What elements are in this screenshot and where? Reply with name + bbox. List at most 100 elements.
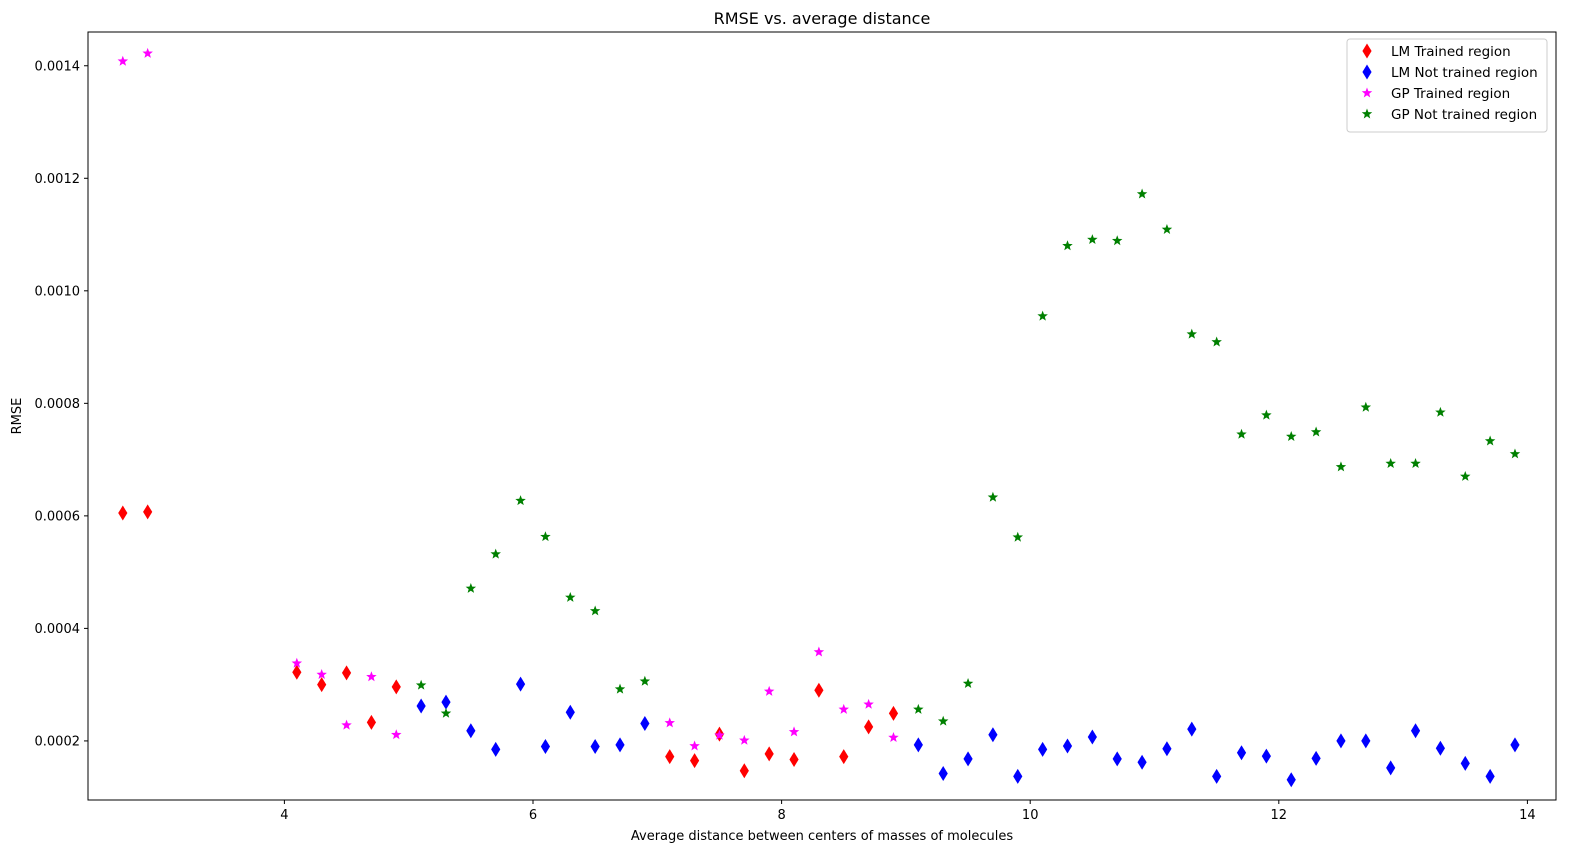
data-point xyxy=(1335,461,1347,472)
data-point xyxy=(913,737,923,753)
data-point xyxy=(962,678,974,688)
data-point xyxy=(1261,409,1272,420)
data-point xyxy=(1484,435,1496,446)
data-point xyxy=(888,705,899,721)
series-3 xyxy=(117,47,899,751)
chart-title: RMSE vs. average distance xyxy=(714,9,931,28)
data-point xyxy=(1460,470,1471,481)
data-point xyxy=(416,698,426,714)
series-4 xyxy=(415,188,1521,726)
data-point xyxy=(1236,745,1247,761)
data-point xyxy=(1261,748,1271,764)
legend-marker xyxy=(1361,108,1373,119)
data-point xyxy=(1435,740,1445,756)
legend-item: LM Not trained region xyxy=(1362,64,1538,81)
data-point xyxy=(714,729,725,740)
data-point xyxy=(1385,458,1396,468)
data-point xyxy=(540,531,551,542)
data-point xyxy=(1186,328,1198,339)
data-point xyxy=(839,749,849,765)
data-point xyxy=(1360,401,1372,412)
data-point xyxy=(764,746,774,762)
data-point xyxy=(491,741,501,757)
data-point xyxy=(1509,448,1521,459)
data-point xyxy=(589,605,601,616)
data-point xyxy=(1161,223,1173,234)
data-point xyxy=(739,734,750,745)
legend-marker xyxy=(1362,43,1372,59)
x-tick-label: 8 xyxy=(777,808,785,823)
data-point xyxy=(1062,738,1073,754)
legend-item: GP Not trained region xyxy=(1361,107,1537,123)
data-point xyxy=(1286,431,1297,441)
data-point xyxy=(1485,768,1495,784)
data-point xyxy=(1510,737,1520,753)
data-point xyxy=(565,591,576,602)
data-point xyxy=(1211,336,1222,347)
x-tick-label: 14 xyxy=(1519,808,1536,823)
legend-label: GP Trained region xyxy=(1391,86,1510,102)
data-point xyxy=(590,739,600,755)
data-point xyxy=(913,703,924,714)
data-point xyxy=(317,677,327,693)
data-point xyxy=(1410,458,1421,468)
data-point xyxy=(1087,729,1097,745)
data-point xyxy=(1187,721,1197,737)
marks-layer xyxy=(117,47,1521,788)
y-tick-label: 0.0004 xyxy=(35,622,81,637)
data-point xyxy=(1137,754,1147,770)
legend-label: GP Not trained region xyxy=(1391,107,1537,123)
data-point xyxy=(614,683,626,694)
legend-marker xyxy=(1361,87,1373,98)
data-point xyxy=(441,694,451,710)
data-point xyxy=(291,657,303,668)
data-point xyxy=(987,491,999,502)
y-tick-label: 0.0014 xyxy=(35,59,81,74)
data-point xyxy=(1212,768,1222,784)
data-point xyxy=(664,717,675,728)
data-point xyxy=(937,715,949,726)
data-point xyxy=(665,749,675,765)
x-tick-label: 10 xyxy=(1022,808,1039,823)
data-point xyxy=(540,739,551,755)
data-point xyxy=(615,737,625,753)
data-point xyxy=(1136,188,1148,199)
x-axis-title: Average distance between centers of mass… xyxy=(631,829,1013,844)
data-point xyxy=(1361,733,1371,749)
data-point xyxy=(1038,741,1048,757)
data-point xyxy=(763,685,775,696)
legend-label: LM Not trained region xyxy=(1391,65,1538,81)
data-point xyxy=(789,751,799,767)
data-point xyxy=(689,740,700,751)
y-tick-label: 0.0012 xyxy=(35,172,81,187)
data-point xyxy=(366,714,377,730)
data-point xyxy=(1336,733,1346,749)
legend-item: GP Trained region xyxy=(1361,86,1510,102)
data-point xyxy=(1236,428,1247,439)
data-point xyxy=(814,682,824,698)
data-point xyxy=(117,55,129,66)
data-point xyxy=(1037,310,1048,321)
data-point xyxy=(639,675,651,686)
data-point xyxy=(963,751,973,767)
data-point xyxy=(1386,760,1396,776)
x-tick-label: 4 xyxy=(280,808,288,823)
data-point xyxy=(1087,234,1098,245)
data-point xyxy=(1012,531,1024,542)
plot-frame xyxy=(87,31,1557,801)
data-point xyxy=(1311,750,1321,766)
data-point xyxy=(938,766,948,782)
legend-item: LM Trained region xyxy=(1362,43,1511,60)
y-tick-label: 0.0010 xyxy=(35,284,81,299)
data-point xyxy=(515,676,526,692)
data-point xyxy=(143,504,153,520)
data-point xyxy=(739,763,749,779)
data-point xyxy=(366,671,377,682)
data-point xyxy=(1013,768,1023,784)
data-point xyxy=(118,505,128,521)
data-point xyxy=(490,548,501,559)
data-point xyxy=(1062,240,1073,251)
series-2 xyxy=(416,676,1520,788)
data-point xyxy=(1112,751,1122,767)
